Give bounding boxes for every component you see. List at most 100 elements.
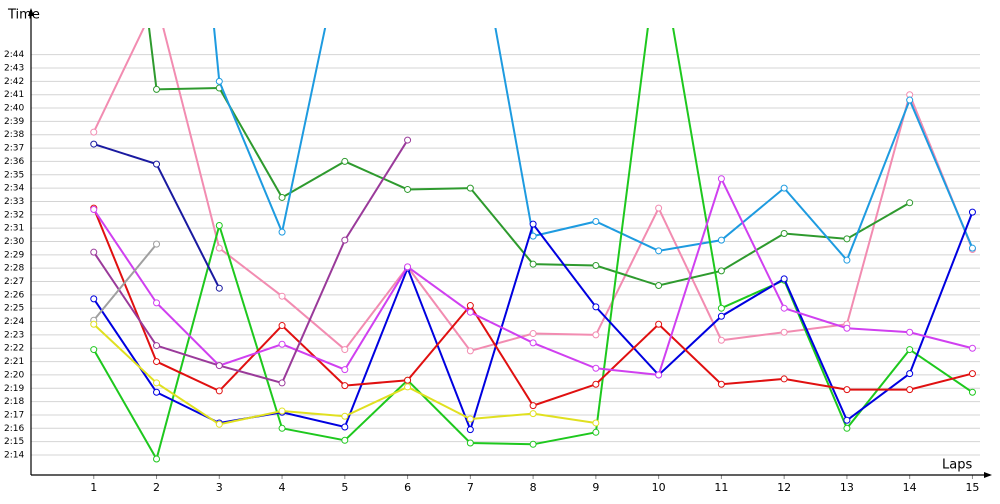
point xyxy=(906,328,914,336)
x-tick-label: 9 xyxy=(592,481,599,494)
point xyxy=(592,303,600,311)
point xyxy=(780,184,788,192)
x-tick-label: 7 xyxy=(467,481,474,494)
x-tick-label: 4 xyxy=(279,481,286,494)
y-tick-label: 2:33 xyxy=(4,197,24,207)
point xyxy=(341,346,349,354)
point xyxy=(90,140,98,148)
point xyxy=(404,263,412,271)
y-tick-label: 2:16 xyxy=(4,424,24,434)
point xyxy=(278,424,286,432)
point xyxy=(215,244,223,252)
x-tick-label: 15 xyxy=(965,481,979,494)
point xyxy=(278,193,286,201)
point xyxy=(278,292,286,300)
x-tick-label: 5 xyxy=(341,481,348,494)
y-tick-label: 2:30 xyxy=(4,237,24,247)
y-tick-label: 2:38 xyxy=(4,130,24,140)
series-line xyxy=(92,243,158,321)
y-tick-label: 2:41 xyxy=(4,90,24,100)
x-tick-label: 6 xyxy=(404,481,411,494)
series-line xyxy=(213,28,974,263)
point xyxy=(466,347,474,355)
x-tick-label: 2 xyxy=(153,481,160,494)
y-tick-label: 2:44 xyxy=(4,50,24,60)
point xyxy=(843,256,851,264)
y-tick-label: 2:37 xyxy=(4,144,24,154)
point xyxy=(592,331,600,339)
point xyxy=(466,415,474,423)
point xyxy=(215,77,223,85)
x-tick-label: 10 xyxy=(652,481,666,494)
y-tick-label: 2:31 xyxy=(4,224,24,234)
point xyxy=(592,217,600,225)
point xyxy=(341,382,349,390)
point xyxy=(843,416,851,424)
x-tick-label: 13 xyxy=(840,481,854,494)
point xyxy=(655,320,663,328)
point xyxy=(466,426,474,434)
y-tick-label: 2:42 xyxy=(4,77,24,87)
point xyxy=(717,336,725,344)
point xyxy=(906,386,914,394)
y-tick-label: 2:20 xyxy=(4,370,24,380)
point xyxy=(843,235,851,243)
point xyxy=(90,320,98,328)
point xyxy=(529,410,537,418)
y-tick-label: 2:34 xyxy=(4,184,24,194)
y-tick-label: 2:35 xyxy=(4,170,24,180)
point xyxy=(780,375,788,383)
point xyxy=(906,370,914,378)
point xyxy=(592,428,600,436)
y-tick-label: 2:28 xyxy=(4,264,24,274)
y-tick-label: 2:25 xyxy=(4,304,24,314)
point xyxy=(529,339,537,347)
point xyxy=(655,247,663,255)
point xyxy=(717,267,725,275)
point xyxy=(215,362,223,370)
point xyxy=(655,204,663,212)
series-line xyxy=(92,28,974,462)
point xyxy=(466,308,474,316)
point xyxy=(968,244,976,252)
y-tick-label: 2:27 xyxy=(4,277,24,287)
point xyxy=(404,136,412,144)
point xyxy=(592,364,600,372)
x-tick-label: 1 xyxy=(90,481,97,494)
y-axis-title: Time xyxy=(7,8,40,23)
point xyxy=(341,366,349,374)
y-tick-label: 2:14 xyxy=(4,450,24,460)
point xyxy=(90,128,98,136)
point xyxy=(906,96,914,104)
point xyxy=(90,346,98,354)
point xyxy=(466,184,474,192)
y-tick-label: 2:24 xyxy=(4,317,24,327)
point xyxy=(153,455,161,463)
point xyxy=(278,228,286,236)
point xyxy=(717,175,725,183)
point xyxy=(843,324,851,332)
point xyxy=(341,423,349,431)
point xyxy=(278,340,286,348)
series-line xyxy=(92,28,974,353)
point xyxy=(404,185,412,193)
point xyxy=(278,407,286,415)
point xyxy=(404,383,412,391)
x-tick-label: 3 xyxy=(216,481,223,494)
point xyxy=(153,240,161,248)
x-tick-label: 11 xyxy=(714,481,728,494)
point xyxy=(404,376,412,384)
y-tick-label: 2:21 xyxy=(4,357,24,367)
y-tick-label: 2:32 xyxy=(4,210,24,220)
point xyxy=(529,402,537,410)
y-tick-label: 2:15 xyxy=(4,437,24,447)
point xyxy=(717,236,725,244)
y-tick-label: 2:23 xyxy=(4,330,24,340)
point xyxy=(466,439,474,447)
point xyxy=(215,420,223,428)
point xyxy=(843,424,851,432)
y-tick-label: 2:43 xyxy=(4,64,24,74)
point xyxy=(843,386,851,394)
